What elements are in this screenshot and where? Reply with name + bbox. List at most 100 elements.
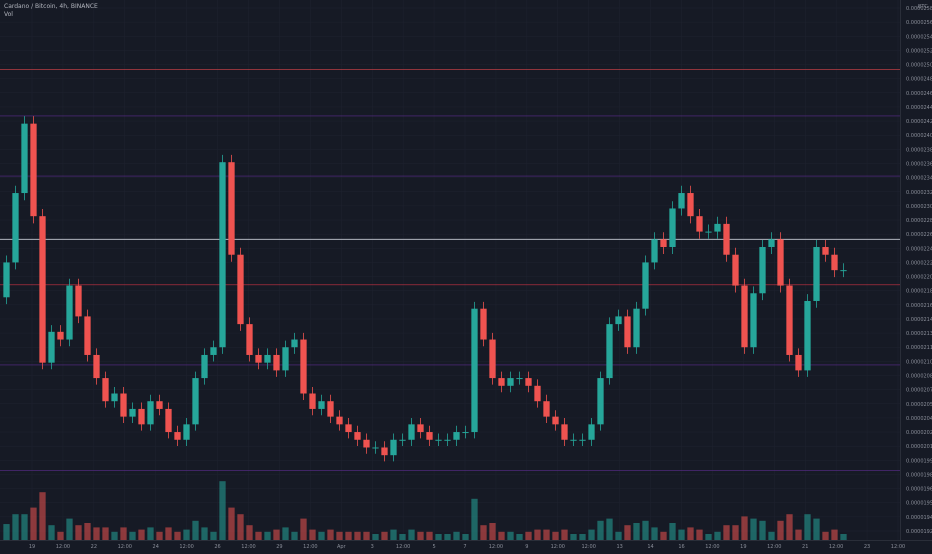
time-tick-label: 12:00 xyxy=(118,544,132,550)
candle-body xyxy=(282,347,289,371)
volume-bar xyxy=(723,525,730,540)
volume-bar xyxy=(318,531,325,540)
candle-body xyxy=(705,231,712,233)
volume-bar xyxy=(237,514,244,540)
volume-bar xyxy=(435,534,442,540)
symbol-title[interactable]: Cardano / Bitcoin, 4h, BINANCE xyxy=(4,3,98,10)
candle-body xyxy=(579,439,586,441)
candle-body xyxy=(192,378,199,425)
candle-body xyxy=(687,193,694,217)
candle-body xyxy=(12,193,19,263)
volume-bar xyxy=(444,534,451,540)
volume-bar xyxy=(3,524,10,540)
candle-body xyxy=(795,354,802,371)
candle-body xyxy=(57,331,64,340)
volume-bar xyxy=(417,531,424,540)
candle-body xyxy=(588,424,595,440)
candle-body xyxy=(291,339,298,348)
candle-body xyxy=(255,354,262,363)
candle-body xyxy=(498,378,505,386)
volume-bar xyxy=(174,531,181,540)
candle-body xyxy=(696,216,703,232)
price-tick-label: 0.00002115 xyxy=(906,345,932,351)
volume-bar xyxy=(282,527,289,540)
time-tick-label: 19 xyxy=(740,544,746,550)
time-axis[interactable]: 19 12:00 22 12:00 24 12:00 26 12:00 29 12:00 Apr 3 1… xyxy=(0,540,932,551)
volume-bar xyxy=(228,507,235,540)
volume-bar xyxy=(363,531,370,540)
candle-body xyxy=(219,162,226,348)
candle-body xyxy=(327,401,334,417)
volume-bar xyxy=(84,523,91,540)
time-tick-label: 21 xyxy=(802,544,808,550)
volume-bar xyxy=(651,527,658,540)
volume-bar xyxy=(453,531,460,540)
candle-body xyxy=(489,339,496,379)
candle-body xyxy=(435,439,442,441)
time-tick-label: 12:00 xyxy=(241,544,255,550)
candle-body xyxy=(201,354,208,379)
candle-body xyxy=(21,123,28,194)
volume-bar xyxy=(75,525,82,540)
volume-bar xyxy=(165,527,172,540)
candle-body xyxy=(831,254,838,271)
candles[interactable] xyxy=(3,116,847,462)
grid xyxy=(0,0,900,540)
volume-bar xyxy=(21,514,28,540)
time-tick-label: 12:00 xyxy=(705,544,719,550)
volume-bar xyxy=(660,531,667,540)
time-tick-label: 3 xyxy=(371,544,374,550)
candle-body xyxy=(552,416,559,425)
volume-bar xyxy=(192,520,199,540)
candle-body xyxy=(381,447,388,456)
candle-body xyxy=(75,285,82,317)
price-tick-label: 0.00001982 xyxy=(906,472,932,478)
volume-bar xyxy=(39,492,46,540)
volume-bar xyxy=(201,527,208,540)
candle-body xyxy=(678,193,685,209)
candle-body xyxy=(660,239,667,248)
volume-bar xyxy=(642,520,649,540)
volume-bar xyxy=(291,531,298,540)
candle-body xyxy=(399,439,406,441)
volume-bar xyxy=(804,514,811,540)
time-tick-label: Apr xyxy=(337,544,347,550)
candle-body xyxy=(390,439,397,456)
time-tick-label: 26 xyxy=(214,544,220,550)
candle-body xyxy=(444,439,451,441)
price-tick-label: 0.00002085 xyxy=(906,374,932,380)
candle-body xyxy=(597,378,604,425)
volume-bar xyxy=(300,518,307,540)
candle-body xyxy=(372,447,379,449)
volume-bar xyxy=(606,518,613,540)
volume-bar xyxy=(615,531,622,540)
time-tick-label: 14 xyxy=(647,544,653,550)
currency-label: BTC xyxy=(918,4,928,10)
volume-bar xyxy=(831,529,838,540)
volume-bar xyxy=(426,531,433,540)
volume-bar xyxy=(732,525,739,540)
volume-bar xyxy=(408,529,415,540)
candle-body xyxy=(840,270,847,272)
candle-body xyxy=(300,339,307,394)
price-tick-label: 0.00001926 xyxy=(906,529,932,535)
volume-bar xyxy=(822,531,829,540)
volume-bar xyxy=(840,534,847,540)
volume-bar xyxy=(795,529,802,540)
time-tick-label: 19 xyxy=(29,544,35,550)
volume-bar xyxy=(327,529,334,540)
volume-bar xyxy=(525,531,532,540)
